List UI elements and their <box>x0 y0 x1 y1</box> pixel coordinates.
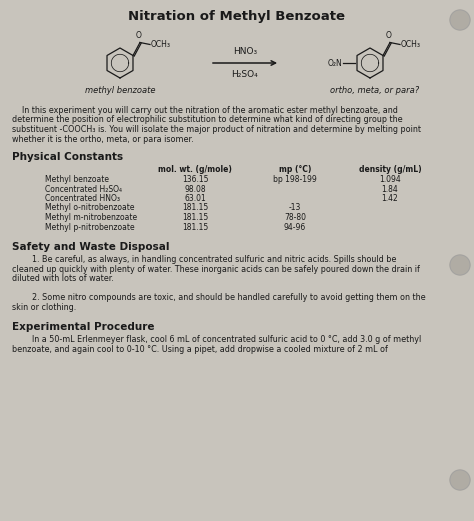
Text: 181.15: 181.15 <box>182 204 208 213</box>
Text: OCH₃: OCH₃ <box>151 40 171 49</box>
Text: Safety and Waste Disposal: Safety and Waste Disposal <box>12 242 170 252</box>
Circle shape <box>450 470 470 490</box>
Text: O: O <box>386 31 392 40</box>
Text: skin or clothing.: skin or clothing. <box>12 303 76 312</box>
Text: O₂N: O₂N <box>327 58 342 68</box>
Circle shape <box>450 10 470 30</box>
Text: In this experiment you will carry out the nitration of the aromatic ester methyl: In this experiment you will carry out th… <box>12 106 398 115</box>
Text: Nitration of Methyl Benzoate: Nitration of Methyl Benzoate <box>128 10 346 23</box>
Text: -13: -13 <box>289 204 301 213</box>
Text: 136.15: 136.15 <box>182 175 208 184</box>
Text: cleaned up quickly with plenty of water. These inorganic acids can be safely pou: cleaned up quickly with plenty of water.… <box>12 265 420 274</box>
Text: determine the position of electrophilic substitution to determine what kind of d: determine the position of electrophilic … <box>12 116 402 125</box>
Text: 181.15: 181.15 <box>182 213 208 222</box>
Text: 1. Be careful, as always, in handling concentrated sulfuric and nitric acids. Sp: 1. Be careful, as always, in handling co… <box>12 255 396 264</box>
Text: Methyl m-nitrobenzoate: Methyl m-nitrobenzoate <box>45 213 137 222</box>
Text: 98.08: 98.08 <box>184 184 206 193</box>
Text: Experimental Procedure: Experimental Procedure <box>12 322 155 332</box>
Text: 181.15: 181.15 <box>182 222 208 231</box>
Text: density (g/mL): density (g/mL) <box>359 165 421 174</box>
Text: Physical Constants: Physical Constants <box>12 152 123 162</box>
Text: methyl benzoate: methyl benzoate <box>85 86 155 95</box>
Text: In a 50-mL Erlenmeyer flask, cool 6 mL of concentrated sulfuric acid to 0 °C, ad: In a 50-mL Erlenmeyer flask, cool 6 mL o… <box>12 335 421 344</box>
Text: 2. Some nitro compounds are toxic, and should be handled carefully to avoid gett: 2. Some nitro compounds are toxic, and s… <box>12 293 426 302</box>
Text: mp (°C): mp (°C) <box>279 165 311 174</box>
Text: OCH₃: OCH₃ <box>401 40 421 49</box>
Text: Methyl o-nitrobenzoate: Methyl o-nitrobenzoate <box>45 204 135 213</box>
Text: whether it is the ortho, meta, or para isomer.: whether it is the ortho, meta, or para i… <box>12 134 193 143</box>
Text: HNO₃: HNO₃ <box>233 47 257 56</box>
Text: 78-80: 78-80 <box>284 213 306 222</box>
Text: 94-96: 94-96 <box>284 222 306 231</box>
Text: diluted with lots of water.: diluted with lots of water. <box>12 274 114 283</box>
Text: 1.42: 1.42 <box>382 194 398 203</box>
Text: substituent -COOCH₃ is. You will isolate the major product of nitration and dete: substituent -COOCH₃ is. You will isolate… <box>12 125 421 134</box>
Text: Concentrated H₂SO₄: Concentrated H₂SO₄ <box>45 184 122 193</box>
Text: benzoate, and again cool to 0-10 °C. Using a pipet, add dropwise a cooled mixtur: benzoate, and again cool to 0-10 °C. Usi… <box>12 344 388 354</box>
Text: H₂SO₄: H₂SO₄ <box>232 70 258 79</box>
Text: 1.84: 1.84 <box>382 184 398 193</box>
Text: 1.094: 1.094 <box>379 175 401 184</box>
Text: ortho, meta, or para?: ortho, meta, or para? <box>330 86 419 95</box>
Text: Methyl benzoate: Methyl benzoate <box>45 175 109 184</box>
Text: Concentrated HNO₃: Concentrated HNO₃ <box>45 194 120 203</box>
Text: O: O <box>136 31 142 40</box>
Text: mol. wt. (g/mole): mol. wt. (g/mole) <box>158 165 232 174</box>
Text: bp 198-199: bp 198-199 <box>273 175 317 184</box>
Text: Methyl p-nitrobenzoate: Methyl p-nitrobenzoate <box>45 222 135 231</box>
Circle shape <box>450 255 470 275</box>
Text: 63.01: 63.01 <box>184 194 206 203</box>
